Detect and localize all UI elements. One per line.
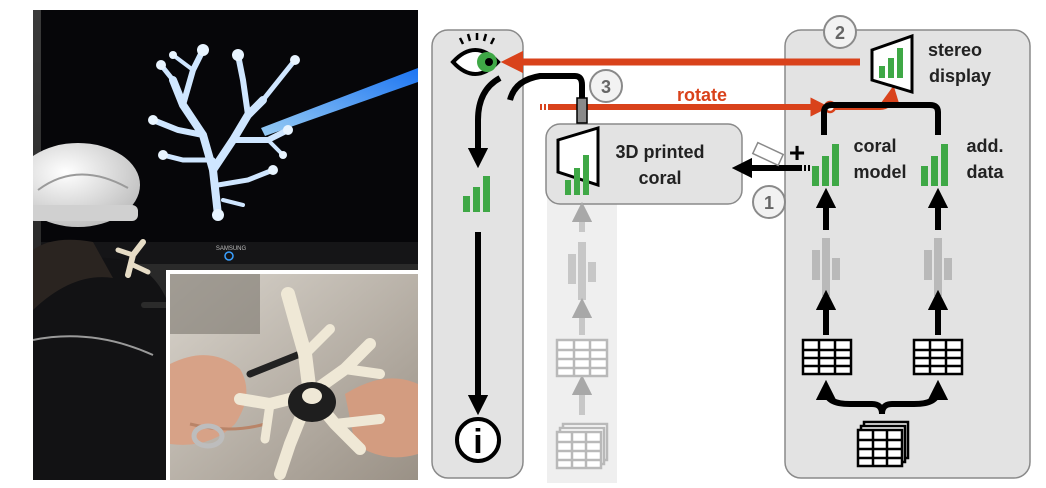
stereo-label-2: display bbox=[929, 66, 991, 86]
person-torso bbox=[33, 257, 183, 480]
svg-text:i: i bbox=[473, 423, 482, 461]
pipeline-multitable-icon bbox=[555, 422, 609, 470]
coral-table-icon bbox=[801, 338, 853, 376]
add-data-pipeline bbox=[924, 187, 952, 335]
tv-brand: SAMSUNG bbox=[216, 246, 247, 252]
add-data-bar-chart-icon bbox=[921, 144, 948, 186]
coral-label-1: coral bbox=[853, 136, 896, 156]
stylus-icon bbox=[576, 97, 588, 124]
svg-text:3: 3 bbox=[601, 77, 611, 97]
coral-render bbox=[150, 47, 298, 219]
ring bbox=[191, 423, 225, 449]
step-badge-2: 2 bbox=[823, 15, 857, 49]
add-label-2: data bbox=[966, 162, 1004, 182]
data-panel bbox=[784, 29, 1031, 479]
printed-label-1: 3D printed bbox=[615, 142, 704, 162]
left-hand bbox=[170, 355, 247, 445]
laser-beam bbox=[261, 68, 418, 136]
eye-icon bbox=[450, 33, 501, 76]
svg-text:2: 2 bbox=[835, 23, 845, 43]
add-label-1: add. bbox=[966, 136, 1003, 156]
stylus-wire bbox=[507, 73, 585, 101]
printed-label-2: coral bbox=[638, 168, 681, 188]
stylus bbox=[246, 350, 304, 378]
plus-sign: + bbox=[789, 137, 805, 168]
user-bar-chart-icon bbox=[463, 176, 490, 212]
tv-power-light bbox=[224, 251, 234, 261]
main-photo: SAMSUNG bbox=[33, 10, 418, 480]
printed-coral-icon bbox=[556, 125, 600, 195]
inset-photo bbox=[166, 270, 422, 484]
coral-model-bar-chart-icon bbox=[812, 144, 839, 186]
rotate-label: rotate bbox=[677, 85, 727, 105]
source-multitable-icon bbox=[856, 420, 910, 468]
svg-text:1: 1 bbox=[764, 193, 774, 213]
pipeline-table-icon bbox=[555, 338, 609, 378]
coral-model-pipeline bbox=[812, 187, 840, 335]
stereo-display-icon bbox=[870, 33, 914, 95]
info-icon: i bbox=[455, 417, 501, 463]
stereo-label-1: stereo bbox=[928, 40, 982, 60]
add-data-table-icon bbox=[912, 338, 964, 376]
step-badge-3: 3 bbox=[589, 69, 623, 103]
print-pipeline bbox=[568, 201, 596, 415]
step-badge-1: 1 bbox=[752, 185, 786, 219]
held-coral bbox=[115, 239, 151, 278]
split-brace bbox=[815, 379, 949, 415]
coral-label-2: model bbox=[853, 162, 906, 182]
